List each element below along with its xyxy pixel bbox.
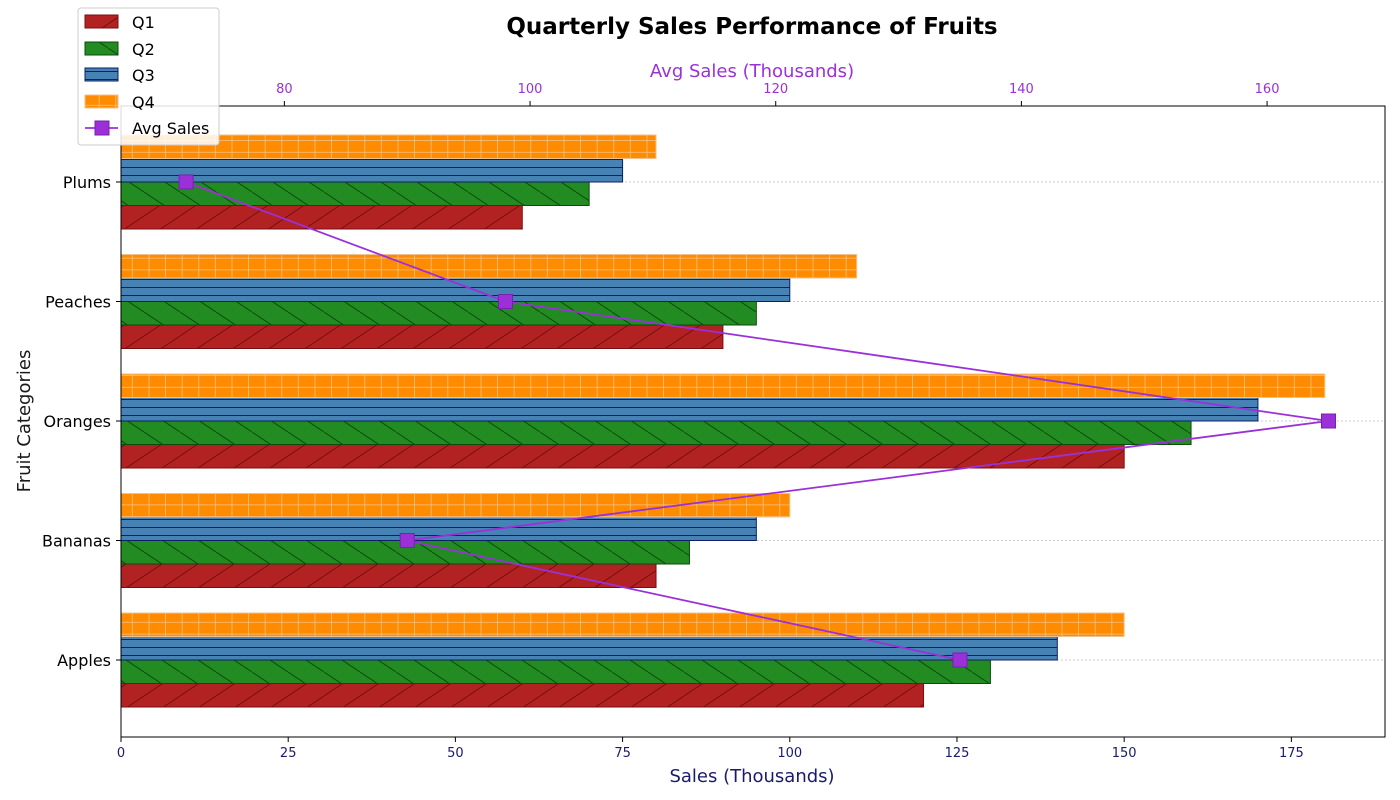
secondary-axis-label: Avg Sales (Thousands) [650,61,854,82]
x-tick-label: 100 [777,746,802,761]
x-axis-label: Sales (Thousands) [669,766,834,787]
y-tick-label: Plums [63,173,111,192]
legend-swatch-q2 [84,41,119,56]
avg-sales-line [178,174,1336,668]
y-axis-label: Fruit Categories [14,350,35,493]
avg-sales-marker-peaches [497,294,513,309]
x-tick-label: 75 [614,746,631,761]
y-tick-label: Oranges [44,412,111,431]
x-tick-label: 25 [280,746,297,761]
y-tick-label: Bananas [42,532,111,551]
bar-q1-plums [120,205,523,230]
bars [120,134,1326,708]
axes: 0 25 50 75 100 125 150 175 80 100 120 140 160 Apples B… [42,82,1386,761]
x-tick-label: 0 [117,746,125,761]
chart-title: Quarterly Sales Performance of Fruits [506,14,997,40]
x2-tick-label: 120 [763,82,788,97]
bar-q4-apples [120,612,1125,637]
legend-swatch-q1 [84,14,119,29]
bar-q4-peaches [120,254,858,279]
x-tick-label: 150 [1112,746,1137,761]
legend-label-avg-sales: Avg Sales [132,119,209,138]
avg-sales-marker-apples [952,652,968,668]
avg-sales-marker-oranges [1320,413,1336,429]
bar-q2-peaches [120,301,757,326]
bar-q2-oranges [120,420,1192,445]
bar-q1-bananas [120,563,657,588]
legend-label-q3: Q3 [132,66,155,85]
legend: Q1 Q2 Q3 Q4 Avg Sales [77,7,220,146]
x2-tick-label: 140 [1009,82,1034,97]
legend-label-q4: Q4 [132,93,155,112]
y-tick-label: Apples [57,651,111,670]
bar-q1-oranges [120,444,1125,469]
bar-q3-apples [120,636,1058,661]
x2-tick-label: 160 [1255,82,1280,97]
bar-q1-apples [120,683,925,708]
x-tick-label: 175 [1279,746,1304,761]
x2-tick-label: 100 [518,82,543,97]
legend-label-q1: Q1 [132,13,155,32]
legend-swatch-avg-sales-marker [94,120,110,136]
bar-q3-plums [120,158,624,183]
legend-label-q2: Q2 [132,40,155,59]
bar-q3-peaches [120,277,791,302]
bar-q4-bananas [120,493,791,518]
x-tick-label: 50 [447,746,464,761]
x-tick-label: 125 [945,746,970,761]
legend-swatch-q4 [84,94,119,109]
bar-q3-oranges [120,397,1259,422]
y-tick-label: Peaches [45,293,111,312]
x2-tick-label: 80 [276,82,293,97]
bar-q2-apples [120,659,991,684]
legend-swatch-q3 [84,67,119,82]
bar-q1-peaches [120,324,724,349]
avg-sales-marker-bananas [399,533,415,548]
avg-sales-marker-plums [178,174,194,190]
